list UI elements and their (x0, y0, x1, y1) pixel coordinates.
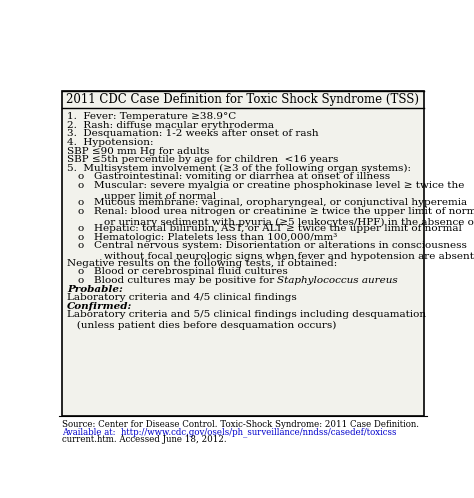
Text: o   Hepatic: total bilirubin, AST, or ALT ≥ twice the upper limit of normal: o Hepatic: total bilirubin, AST, or ALT … (78, 224, 462, 233)
Text: Available at:  http://www.cdc.gov/osels/ph_surveillance/nndss/casedef/toxicss: Available at: http://www.cdc.gov/osels/p… (63, 427, 397, 437)
Text: Confirmed:: Confirmed: (67, 302, 132, 311)
Text: Laboratory criteria and 5/5 clinical findings including desquamation
   (unless : Laboratory criteria and 5/5 clinical fin… (67, 310, 426, 330)
Text: 4.  Hypotension:: 4. Hypotension: (67, 138, 154, 147)
Text: o   Blood or cerebrospinal fluid cultures: o Blood or cerebrospinal fluid cultures (78, 267, 288, 276)
Text: current.htm. Accessed June 18, 2012.: current.htm. Accessed June 18, 2012. (63, 435, 227, 444)
Text: 3.  Desquamation: 1-2 weeks after onset of rash: 3. Desquamation: 1-2 weeks after onset o… (67, 129, 319, 138)
Text: 2.  Rash: diffuse macular erythroderma: 2. Rash: diffuse macular erythroderma (67, 121, 274, 130)
Text: SBP ≤5th percentile by age for children  <16 years: SBP ≤5th percentile by age for children … (67, 155, 338, 164)
Text: o   Renal: blood urea nitrogen or creatinine ≥ twice the upper limit of normal
 : o Renal: blood urea nitrogen or creatini… (78, 207, 474, 227)
Text: 2011 CDC Case Definition for Toxic Shock Syndrome (TSS): 2011 CDC Case Definition for Toxic Shock… (66, 93, 419, 106)
Text: 1.  Fever: Temperature ≥38.9°C: 1. Fever: Temperature ≥38.9°C (67, 112, 236, 121)
Bar (63, 91, 423, 415)
Text: o   Blood cultures may be positive for: o Blood cultures may be positive for (78, 276, 277, 285)
Text: Source: Center for Disease Control. Toxic-Shock Syndrome: 2011 Case Definition.: Source: Center for Disease Control. Toxi… (63, 420, 419, 429)
Text: o   Gastrointestinal: vomiting or diarrhea at onset of illness: o Gastrointestinal: vomiting or diarrhea… (78, 172, 390, 181)
Text: Negative results on the following tests, if obtained:: Negative results on the following tests,… (67, 259, 337, 268)
Text: Probable:: Probable: (67, 284, 123, 294)
Text: o   Muscular: severe myalgia or creatine phosphokinase level ≥ twice the
       : o Muscular: severe myalgia or creatine p… (78, 181, 464, 201)
Text: o   Mucous membrane: vaginal, oropharyngeal, or conjunctival hyperemia: o Mucous membrane: vaginal, oropharyngea… (78, 198, 467, 207)
Text: o   Hematologic: Platelets less than 100,000/mm³: o Hematologic: Platelets less than 100,0… (78, 233, 337, 242)
Text: Staphylococcus aureus: Staphylococcus aureus (277, 276, 398, 285)
Text: SBP ≤90 mm Hg for adults: SBP ≤90 mm Hg for adults (67, 146, 210, 155)
Text: o   Central nervous system: Disorientation or alterations in consciousness
     : o Central nervous system: Disorientation… (78, 242, 474, 261)
Text: Laboratory criteria and 4/5 clinical findings: Laboratory criteria and 4/5 clinical fin… (67, 293, 297, 302)
Text: 5.  Multisystem involvement (≥3 of the following organ systems):: 5. Multisystem involvement (≥3 of the fo… (67, 164, 411, 173)
